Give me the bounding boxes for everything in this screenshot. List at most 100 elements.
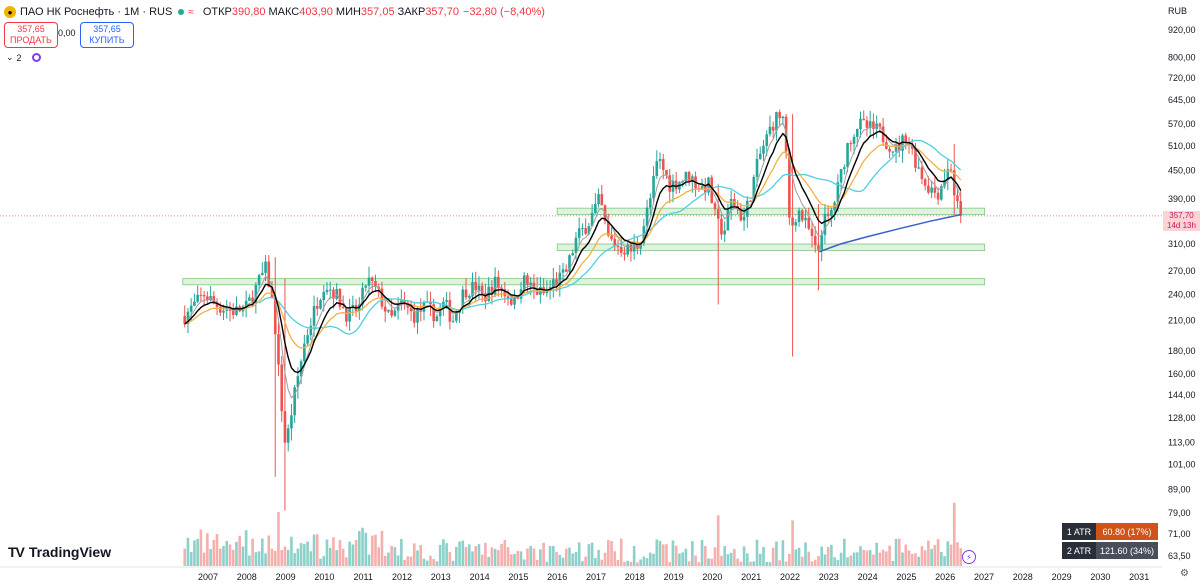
volume-bar <box>315 534 319 566</box>
candle-body <box>765 134 769 146</box>
candle-body <box>438 308 442 317</box>
volume-bar <box>736 558 739 566</box>
volume-bar <box>509 554 513 566</box>
volume-bar <box>238 535 241 566</box>
volume-bar <box>885 551 888 566</box>
volume-bar <box>904 544 908 566</box>
candle-body <box>477 285 481 291</box>
candle-body <box>306 335 309 344</box>
volume-bar <box>222 545 225 566</box>
time-tick-label: 2026 <box>935 572 955 582</box>
volume-bar <box>684 548 688 566</box>
volume-bar <box>804 542 807 566</box>
buy-button[interactable]: 357,65 КУПИТЬ <box>80 22 134 48</box>
candle-body <box>264 261 267 273</box>
lightning-icon[interactable]: ⚡ <box>962 550 976 564</box>
candle-body <box>348 307 351 322</box>
volume-bar <box>713 547 717 566</box>
candle-body <box>888 148 891 152</box>
candle-body <box>193 301 196 306</box>
volume-bar <box>581 561 584 566</box>
candle-body <box>474 281 478 291</box>
candle-body <box>616 246 620 248</box>
atr-1: 1 ATR 60.80 (17%) <box>1062 523 1158 540</box>
atr-2-value: 121.60 (34%) <box>1096 542 1158 559</box>
candle-body <box>315 306 319 309</box>
open-label: ОТКР <box>202 6 232 18</box>
volume-bar <box>377 547 381 566</box>
volume-bar <box>606 540 610 566</box>
volume-bar <box>474 546 478 566</box>
gear-icon[interactable]: ⚙ <box>1180 568 1189 579</box>
volume-bar <box>797 547 801 566</box>
volume-bar <box>280 550 284 566</box>
volume-bar <box>571 553 575 566</box>
volume-bar <box>674 545 678 566</box>
time-tick-label: 2018 <box>625 572 645 582</box>
volume-bar <box>293 553 296 566</box>
volume-bar <box>477 544 481 566</box>
candle-body <box>261 272 264 276</box>
volume-bar <box>422 558 426 566</box>
volume-bar <box>952 502 956 566</box>
volume-bar <box>348 541 351 566</box>
candle-body <box>597 194 600 205</box>
candle-body <box>632 244 636 252</box>
candle-body <box>720 218 723 235</box>
candle-body <box>283 411 287 443</box>
candle-body <box>332 289 335 299</box>
indicators-toggle[interactable]: ⌄ 2 <box>6 52 41 63</box>
candle-body <box>920 167 924 180</box>
sell-button[interactable]: 357,65 ПРОДАТЬ <box>4 22 58 48</box>
time-tick-label: 2023 <box>819 572 839 582</box>
volume-bar <box>658 540 662 566</box>
price-tick-label: 450,00 <box>1168 166 1196 176</box>
volume-bar <box>888 545 891 566</box>
volume-bar <box>933 545 937 566</box>
candle-body <box>687 172 691 181</box>
volume-bar <box>594 558 597 566</box>
time-tick-label: 2014 <box>470 572 490 582</box>
volume-bar <box>555 551 558 566</box>
last-price-tag: 357,70 14d 13h <box>1163 211 1200 231</box>
volume-bar <box>458 541 461 566</box>
currency-label[interactable]: RUB <box>1168 6 1188 16</box>
time-tick-label: 2024 <box>858 572 878 582</box>
symbol-title[interactable]: ПАО НК Роснефть · 1М · RUS <box>20 6 173 18</box>
volume-bar <box>597 549 600 566</box>
candle-body <box>480 285 484 294</box>
volume-bar <box>894 538 898 566</box>
candle-body <box>451 320 455 322</box>
volume-bar <box>558 555 562 566</box>
volume-bar <box>303 544 306 566</box>
candle-body <box>467 296 471 298</box>
candle-body <box>442 301 445 309</box>
sync-icon[interactable] <box>31 53 41 62</box>
candle-body <box>794 222 798 226</box>
tradingview-logo[interactable]: TV TradingView <box>8 544 111 560</box>
candle-body <box>742 216 746 221</box>
candle-body <box>946 169 950 181</box>
candle-body <box>661 159 665 170</box>
volume-bar <box>687 561 691 566</box>
candle-body <box>600 194 604 206</box>
volume-bar <box>652 553 655 566</box>
volume-bar <box>361 527 364 566</box>
volume-bar <box>445 543 448 566</box>
volume-bar <box>914 553 917 566</box>
candle-body <box>225 309 229 311</box>
candle-body <box>752 177 756 201</box>
volume-bar <box>467 544 471 566</box>
volume-bar <box>716 515 720 566</box>
volume-bar <box>665 544 668 566</box>
candle-body <box>296 376 300 388</box>
candle-body <box>303 343 306 362</box>
symbol-header: ● ПАО НК Роснефть · 1М · RUS ≈ ОТКР 390,… <box>4 4 545 20</box>
volume-bar <box>387 552 390 566</box>
candle-body <box>412 311 416 323</box>
volume-bar <box>277 512 280 566</box>
volume-bar <box>493 548 497 566</box>
candle-body <box>590 212 594 227</box>
time-tick-label: 2025 <box>896 572 916 582</box>
